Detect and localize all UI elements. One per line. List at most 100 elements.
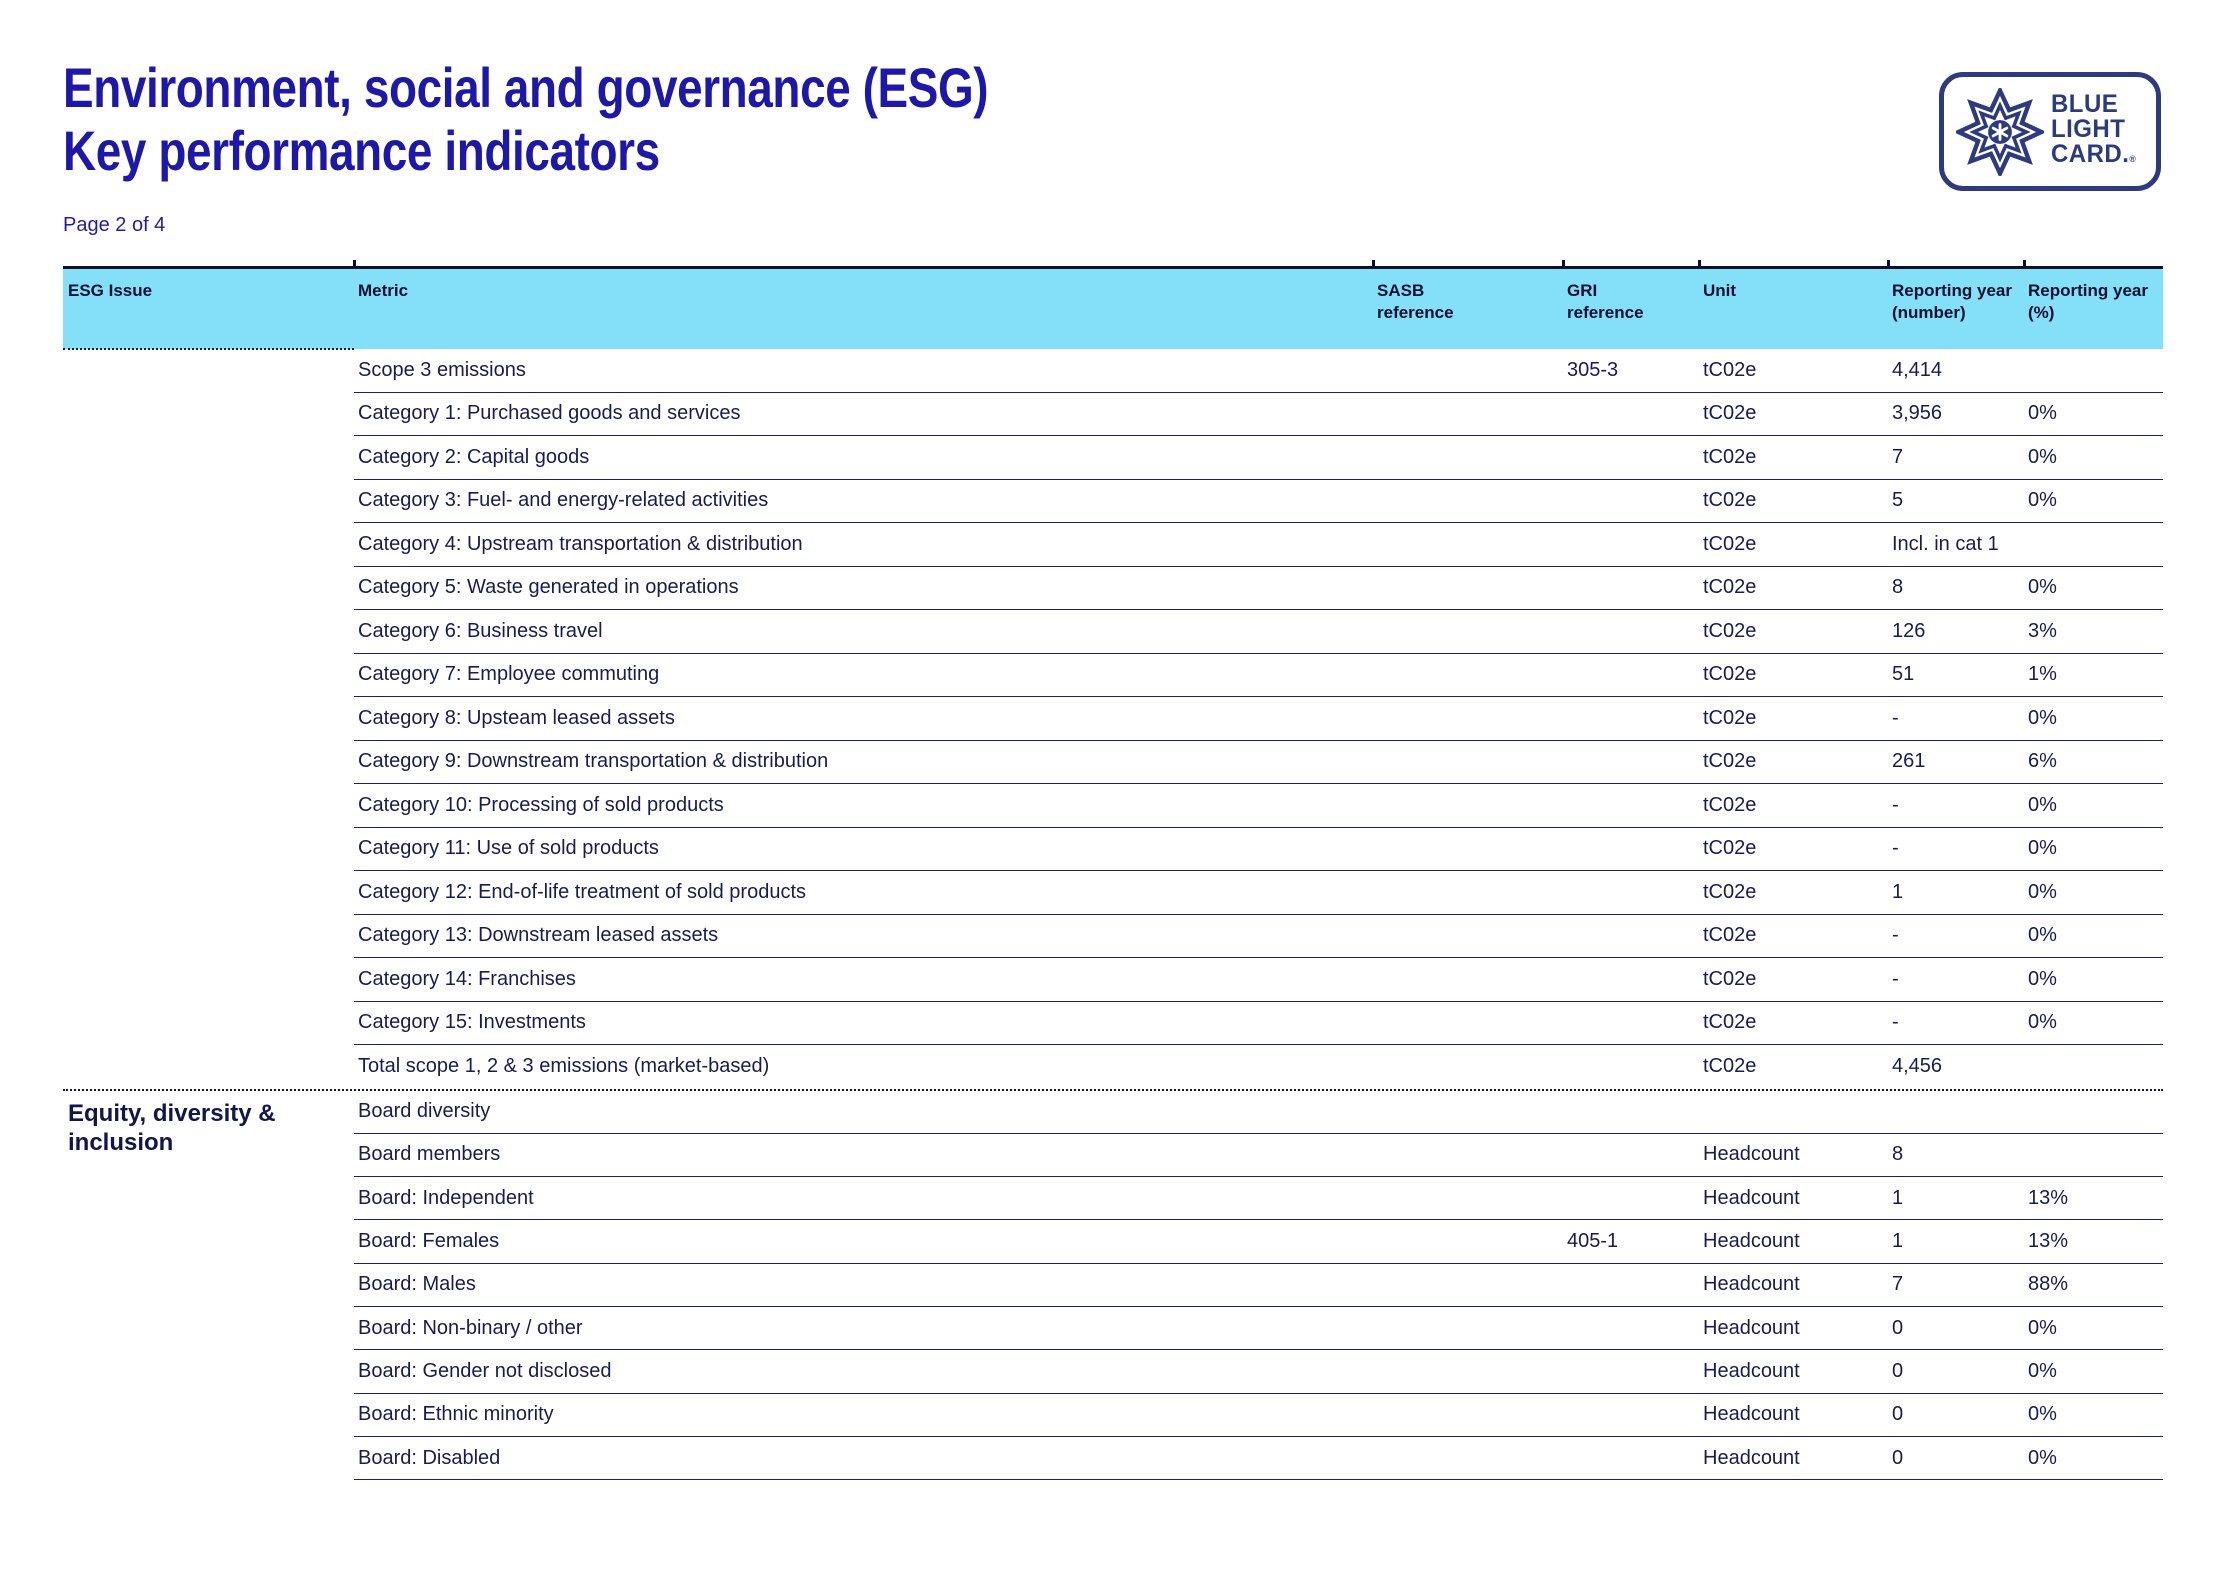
table-row: Board: Non-binary / other Headcount 0 0% <box>354 1307 2163 1351</box>
cell-reporting-year-percent: 13% <box>2024 1177 2163 1221</box>
table-row: Category 10: Processing of sold products… <box>354 784 2163 828</box>
cell-sasb-reference <box>1373 523 1563 567</box>
cell-sasb-reference <box>1373 654 1563 697</box>
cell-gri-reference <box>1563 697 1699 741</box>
column-boundary-tick <box>1372 260 1375 269</box>
cell-reporting-year-percent: 0% <box>2024 1437 2163 1481</box>
cell-gri-reference <box>1563 1394 1699 1437</box>
page-title: Environment, social and governance (ESG)… <box>63 56 989 182</box>
cell-reporting-year-percent: 0% <box>2024 393 2163 436</box>
cell-sasb-reference <box>1373 1264 1563 1307</box>
cell-reporting-year-number: 0 <box>1888 1350 2024 1394</box>
cell-sasb-reference <box>1373 915 1563 958</box>
cell-reporting-year-percent: 0% <box>2024 1002 2163 1045</box>
cell-unit: Headcount <box>1699 1394 1888 1437</box>
column-boundary-tick <box>1887 260 1890 269</box>
cell-sasb-reference <box>1373 697 1563 741</box>
table-row: Board: Independent Headcount 1 13% <box>354 1177 2163 1221</box>
cell-sasb-reference <box>1373 436 1563 480</box>
cell-reporting-year-number: - <box>1888 784 2024 828</box>
logo-word-blue: BLUE <box>2051 89 2119 118</box>
cell-unit: tC02e <box>1699 784 1888 828</box>
cell-metric: Board: Gender not disclosed <box>354 1350 1373 1394</box>
column-header-sasb-reference: SASB reference <box>1377 281 1454 322</box>
blue-light-card-logo: BLUE LIGHT CARD.® <box>1939 72 2161 191</box>
cell-unit: Headcount <box>1699 1307 1888 1351</box>
cell-sasb-reference <box>1373 1394 1563 1437</box>
cell-gri-reference <box>1563 1264 1699 1307</box>
table-row: Board: Disabled Headcount 0 0% <box>354 1437 2163 1481</box>
cell-metric: Category 1: Purchased goods and services <box>354 393 1373 436</box>
cell-unit: tC02e <box>1699 871 1888 915</box>
cell-metric: Board: Independent <box>354 1177 1373 1221</box>
section-rows: Scope 3 emissions 305-3 tC02e 4,414 Cate… <box>354 349 2163 1089</box>
cell-gri-reference <box>1563 1437 1699 1481</box>
table-row: Category 8: Upsteam leased assets tC02e … <box>354 697 2163 741</box>
table-row: Scope 3 emissions 305-3 tC02e 4,414 <box>354 349 2163 393</box>
table-row: Total scope 1, 2 & 3 emissions (market-b… <box>354 1045 2163 1089</box>
cell-unit: Headcount <box>1699 1350 1888 1394</box>
cell-reporting-year-percent <box>2024 1134 2163 1178</box>
cell-sasb-reference <box>1373 393 1563 436</box>
table-row: Board: Males Headcount 7 88% <box>354 1264 2163 1307</box>
cell-reporting-year-percent: 0% <box>2024 567 2163 610</box>
cell-metric: Category 7: Employee commuting <box>354 654 1373 697</box>
cell-unit: tC02e <box>1699 610 1888 654</box>
cell-reporting-year-percent: 0% <box>2024 915 2163 958</box>
cell-reporting-year-number: 0 <box>1888 1437 2024 1481</box>
cell-unit: tC02e <box>1699 480 1888 523</box>
column-header-metric: Metric <box>358 281 409 300</box>
table-section: Scope 3 emissions 305-3 tC02e 4,414 Cate… <box>63 349 2163 1089</box>
cell-unit: tC02e <box>1699 958 1888 1002</box>
cell-reporting-year-number <box>1888 1091 2024 1134</box>
cell-unit: tC02e <box>1699 697 1888 741</box>
cell-metric: Category 12: End-of-life treatment of so… <box>354 871 1373 915</box>
cell-reporting-year-number: 7 <box>1888 436 2024 480</box>
dotted-section-separator <box>63 1088 2163 1091</box>
cell-sasb-reference <box>1373 1307 1563 1351</box>
cell-unit: tC02e <box>1699 349 1888 393</box>
cell-sasb-reference <box>1373 784 1563 828</box>
cell-metric: Category 10: Processing of sold products <box>354 784 1373 828</box>
table-row: Board: Ethnic minority Headcount 0 0% <box>354 1394 2163 1437</box>
table-row: Category 2: Capital goods tC02e 7 0% <box>354 436 2163 480</box>
cell-metric: Category 8: Upsteam leased assets <box>354 697 1373 741</box>
cell-reporting-year-number: 8 <box>1888 567 2024 610</box>
cell-reporting-year-percent: 3% <box>2024 610 2163 654</box>
cell-gri-reference: 305-3 <box>1563 349 1699 393</box>
table-row: Board diversity <box>354 1091 2163 1134</box>
cell-gri-reference <box>1563 741 1699 784</box>
logo-word-light: LIGHT <box>2051 114 2126 143</box>
cell-sasb-reference <box>1373 1134 1563 1178</box>
cell-sasb-reference <box>1373 1002 1563 1045</box>
cell-reporting-year-number: 4,414 <box>1888 349 2024 393</box>
cell-metric: Board: Males <box>354 1264 1373 1307</box>
column-boundary-tick <box>1698 260 1701 269</box>
cell-gri-reference <box>1563 828 1699 871</box>
cell-reporting-year-number: 261 <box>1888 741 2024 784</box>
cell-reporting-year-percent: 6% <box>2024 741 2163 784</box>
cell-sasb-reference <box>1373 1220 1563 1264</box>
cell-sasb-reference <box>1373 958 1563 1002</box>
table-row: Board: Females 405-1 Headcount 1 13% <box>354 1220 2163 1264</box>
table-row: Board members Headcount 8 <box>354 1134 2163 1178</box>
cell-gri-reference <box>1563 654 1699 697</box>
page-title-line2: Key performance indicators <box>63 119 660 182</box>
cell-unit: tC02e <box>1703 1055 1757 1078</box>
cell-gri-reference: 405-1 <box>1563 1220 1699 1264</box>
cell-metric: Board: Females <box>354 1220 1373 1264</box>
table-row: Board: Gender not disclosed Headcount 0 … <box>354 1350 2163 1394</box>
cell-reporting-year-percent: 1% <box>2024 654 2163 697</box>
cell-unit: Headcount <box>1699 1134 1888 1178</box>
logo-wordmark: BLUE LIGHT CARD.® <box>2051 89 2136 172</box>
cell-reporting-year-percent: 0% <box>2024 784 2163 828</box>
cell-sasb-reference <box>1373 1350 1563 1394</box>
cell-unit: tC02e <box>1699 915 1888 958</box>
cell-gri-reference <box>1563 1134 1699 1178</box>
table-row: Category 3: Fuel- and energy-related act… <box>354 480 2163 523</box>
cell-unit: Headcount <box>1699 1220 1888 1264</box>
table-row: Category 1: Purchased goods and services… <box>354 393 2163 436</box>
cell-unit: Headcount <box>1699 1177 1888 1221</box>
cell-reporting-year-percent: 13% <box>2024 1220 2163 1264</box>
